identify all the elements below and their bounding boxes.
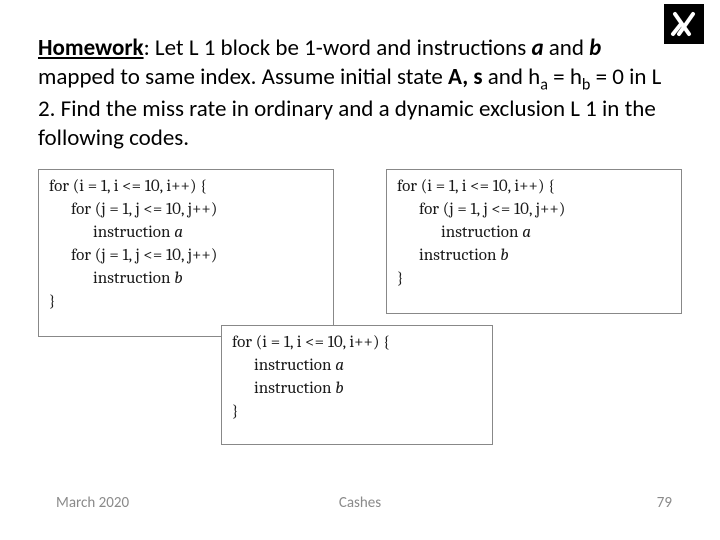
footer-title: Cashes bbox=[339, 494, 381, 512]
hw-a: a bbox=[531, 34, 543, 62]
footer-date: March 2020 bbox=[56, 494, 129, 512]
code-line: instruction b bbox=[397, 245, 671, 268]
slide-footer: March 2020 Cashes 79 bbox=[0, 494, 720, 512]
code-line: for (i = 1, i <= 10, i++) { bbox=[397, 176, 671, 199]
hw-t3: mapped to same index. Assume initial sta… bbox=[38, 63, 448, 91]
code-line: } bbox=[397, 268, 671, 291]
code-line: instruction a bbox=[232, 355, 482, 378]
code-boxes-area: for (i = 1, i <= 10, i++) {for (j = 1, j… bbox=[38, 169, 682, 449]
institution-logo bbox=[664, 4, 704, 44]
code-box-1: for (i = 1, i <= 10, i++) {for (j = 1, j… bbox=[38, 169, 334, 337]
footer-page-number: 79 bbox=[657, 494, 672, 512]
code-line: } bbox=[232, 401, 482, 424]
code-line: instruction b bbox=[232, 378, 482, 401]
code-line: instruction b bbox=[49, 268, 323, 291]
code-box-3: for (i = 1, i <= 10, i++) {instruction a… bbox=[221, 325, 493, 445]
code-line: for (i = 1, i <= 10, i++) { bbox=[232, 332, 482, 355]
hw-t1: : Let L 1 block be 1-word and instructio… bbox=[144, 34, 532, 62]
hw-b: b bbox=[589, 34, 601, 62]
code-line: for (j = 1, j <= 10, j++) bbox=[397, 199, 671, 222]
hw-sub-a: a bbox=[540, 75, 548, 94]
hw-t5: = h bbox=[548, 63, 582, 91]
homework-paragraph: Homework: Let L 1 block be 1-word and in… bbox=[38, 34, 682, 153]
code-box-2: for (i = 1, i <= 10, i++) {for (j = 1, j… bbox=[386, 169, 682, 314]
hw-As: A, s bbox=[448, 63, 483, 91]
code-line: for (j = 1, j <= 10, j++) bbox=[49, 199, 323, 222]
hw-t2: and bbox=[544, 34, 590, 62]
code-line: for (j = 1, j <= 10, j++) bbox=[49, 245, 323, 268]
code-line: for (i = 1, i <= 10, i++) { bbox=[49, 176, 323, 199]
code-line: } bbox=[49, 291, 323, 314]
homework-label: Homework bbox=[38, 34, 144, 62]
code-line: instruction a bbox=[397, 222, 671, 245]
hw-t4: and h bbox=[483, 63, 541, 91]
code-line: instruction a bbox=[49, 222, 323, 245]
